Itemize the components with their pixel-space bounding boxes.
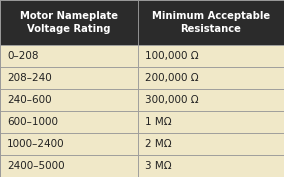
Text: 600–1000: 600–1000 (7, 117, 58, 127)
Bar (138, 111, 284, 133)
Bar (138, 89, 284, 111)
Bar (138, 0, 284, 45)
Text: 2 MΩ: 2 MΩ (145, 139, 172, 149)
Text: 100,000 Ω: 100,000 Ω (145, 51, 199, 61)
Bar (0, 133, 138, 155)
Text: 1 MΩ: 1 MΩ (145, 117, 172, 127)
Text: 240–600: 240–600 (7, 95, 52, 105)
Bar (138, 67, 284, 89)
Text: 2400–5000: 2400–5000 (7, 161, 65, 171)
Bar (0, 0, 138, 45)
Text: Motor Nameplate
Voltage Rating: Motor Nameplate Voltage Rating (20, 11, 118, 34)
Text: Minimum Acceptable
Resistance: Minimum Acceptable Resistance (152, 11, 270, 34)
Text: 300,000 Ω: 300,000 Ω (145, 95, 199, 105)
Text: 0–208: 0–208 (7, 51, 39, 61)
Bar (0, 89, 138, 111)
Bar (0, 155, 138, 177)
Bar (0, 111, 138, 133)
Bar (138, 155, 284, 177)
Text: 200,000 Ω: 200,000 Ω (145, 73, 199, 83)
Bar (0, 67, 138, 89)
Bar (138, 45, 284, 67)
Bar (138, 133, 284, 155)
Text: 1000–2400: 1000–2400 (7, 139, 65, 149)
Bar (0, 45, 138, 67)
Text: 3 MΩ: 3 MΩ (145, 161, 172, 171)
Text: 208–240: 208–240 (7, 73, 52, 83)
